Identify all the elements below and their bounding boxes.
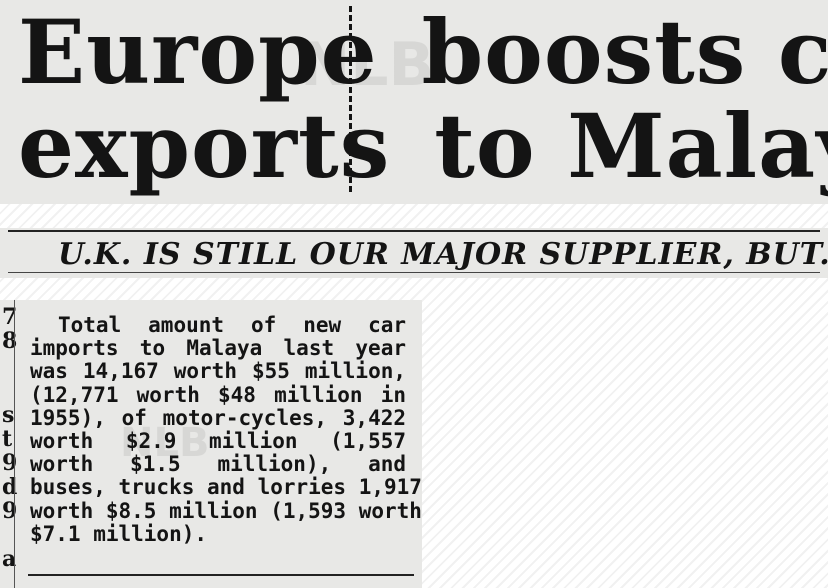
edge-char: 9	[2, 450, 18, 476]
headline-left-2: exports	[18, 94, 391, 198]
subheadline: U.K. IS STILL OUR MAJOR SUPPLIER, BUT...	[58, 237, 828, 272]
subhead-bottom-rule	[8, 272, 820, 273]
article-end-rule	[28, 574, 414, 576]
paragraph-line: (12,771 worth $48 million in	[30, 382, 406, 407]
paragraph-line: worth $1.5 million), and	[30, 452, 406, 477]
edge-char: 9	[2, 498, 18, 524]
article-body-clipping: NLB 7 8 s t 9 d 9 a Total amount of new …	[0, 300, 422, 588]
headline-right-2: to Malaya	[434, 94, 828, 198]
paragraph-line: imports to Malaya last year	[30, 336, 406, 361]
edge-char: 7	[2, 304, 18, 330]
paragraph-line: was 14,167 worth $55 million,	[30, 359, 406, 384]
headline-right-1: boosts car	[421, 0, 828, 104]
headline-left-1: Europe	[18, 0, 378, 104]
paragraph-line: 1955), of motor-cycles, 3,422	[30, 405, 406, 430]
paragraph-line: buses, trucks and lorries 1,917	[30, 475, 422, 500]
paragraph-line: Total amount of new car	[58, 313, 406, 337]
edge-char: s	[2, 402, 15, 428]
edge-char: a	[2, 546, 17, 572]
column-edge-rule	[14, 300, 15, 588]
paragraph-line: worth $2.9 million (1,557	[30, 429, 406, 454]
edge-char: d	[2, 474, 18, 500]
article-paragraph: Total amount of new car imports to Malay…	[30, 313, 422, 546]
paragraph-line: worth $8.5 million (1,593 worth	[30, 498, 422, 523]
nlb-watermark-body: NLB	[120, 420, 210, 466]
edge-char: t	[2, 426, 13, 452]
subheadline-clipping: U.K. IS STILL OUR MAJOR SUPPLIER, BUT...	[0, 228, 828, 278]
paragraph-line: $7.1 million).	[30, 521, 208, 546]
column-divider	[349, 6, 352, 192]
subhead-top-rule	[8, 230, 820, 232]
edge-char: 8	[2, 328, 18, 354]
nlb-watermark: NLB	[300, 30, 435, 100]
